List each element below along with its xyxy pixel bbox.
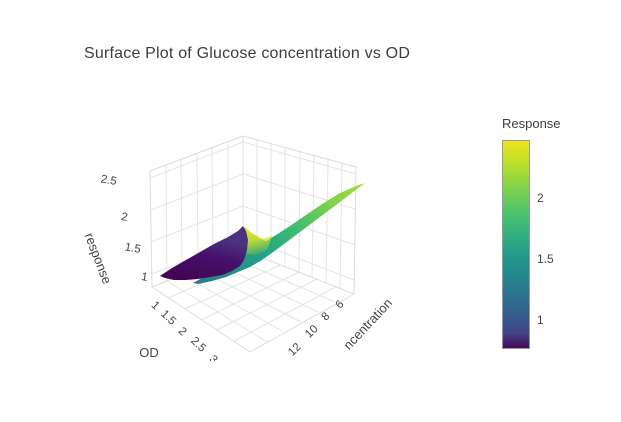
z-tick-label: 2 <box>120 211 128 224</box>
response-axis-title: response <box>82 231 115 286</box>
od-tick-label: 1 <box>149 299 162 312</box>
colorbar-tick-label: 1.5 <box>537 252 554 266</box>
z-tick-label: 1 <box>140 271 148 284</box>
od-tick-label: 3 <box>207 353 220 366</box>
conc-tick-label: 12 <box>286 341 304 359</box>
conc-tick-label: 10 <box>303 323 321 341</box>
surface-left-sheet <box>160 226 248 280</box>
od-axis-title: OD <box>139 345 159 360</box>
conc-tick-label: 6 <box>333 298 346 311</box>
concentration-axis-title: ncentration <box>340 295 395 352</box>
colorbar-gradient <box>502 140 530 349</box>
z-tick-label: 2.5 <box>100 173 118 188</box>
chart-title: Surface Plot of Glucose concentration vs… <box>84 45 411 62</box>
z-tick-label: 1.5 <box>124 241 142 256</box>
od-tick-label: 2.5 <box>188 335 208 355</box>
surface-ribbon <box>160 183 365 284</box>
colorbar-tick-label: 1 <box>537 313 544 327</box>
od-tick-label: 2 <box>176 325 189 338</box>
od-tick-label: 1.5 <box>158 308 178 328</box>
colorbar-tick-label: 2 <box>537 191 544 205</box>
colorbar-title: Response <box>502 116 561 131</box>
conc-tick-label: 8 <box>319 310 332 323</box>
